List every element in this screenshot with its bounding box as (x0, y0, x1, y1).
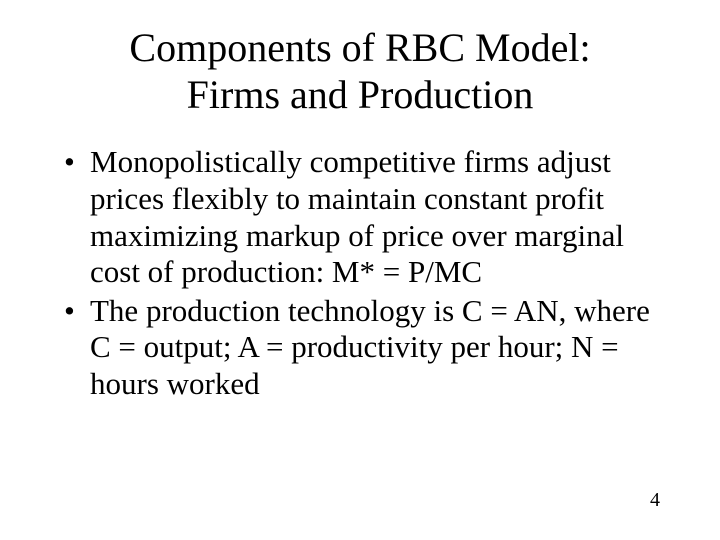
slide-title: Components of RBC Model: Firms and Produ… (50, 24, 670, 118)
title-line-1: Components of RBC Model: (129, 25, 590, 70)
title-line-2: Firms and Production (187, 72, 534, 117)
list-item: The production technology is C = AN, whe… (60, 293, 660, 403)
bullet-text: The production technology is C = AN, whe… (90, 293, 650, 401)
bullet-text: Monopolistically competitive firms adjus… (90, 144, 624, 289)
bullet-list: Monopolistically competitive firms adjus… (50, 144, 670, 402)
list-item: Monopolistically competitive firms adjus… (60, 144, 660, 290)
slide-container: Components of RBC Model: Firms and Produ… (0, 0, 720, 540)
page-number: 4 (650, 489, 660, 512)
